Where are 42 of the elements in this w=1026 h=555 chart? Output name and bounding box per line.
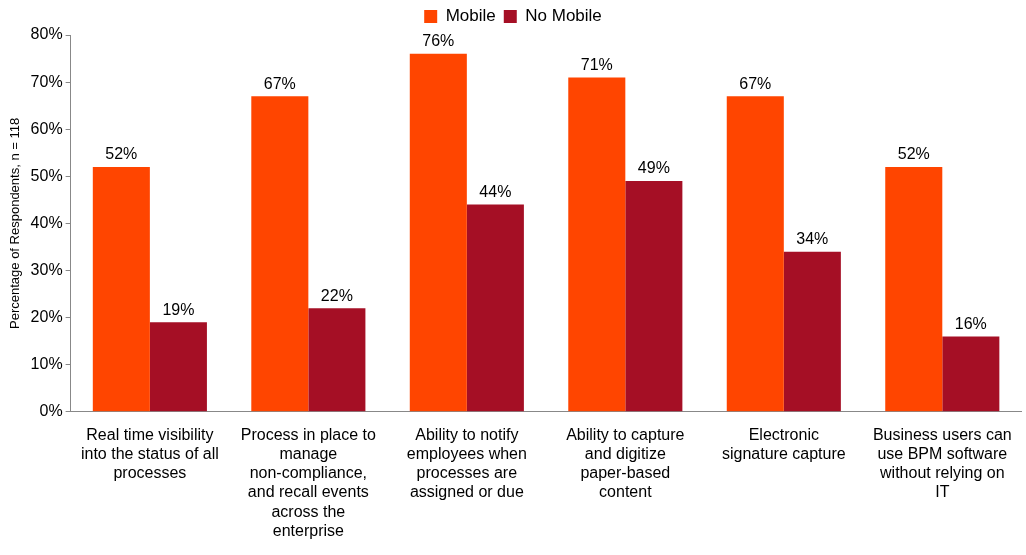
data-label: 52% — [105, 145, 138, 163]
data-label: 34% — [796, 230, 829, 248]
x-tick-label: Real time visibility into the status of all processes — [80, 425, 219, 482]
y-tick-label: 80% — [30, 25, 63, 43]
data-label: 49% — [637, 159, 670, 177]
y-tick-label: 50% — [30, 166, 63, 184]
x-tick-label: Business users can use BPM software without relying on IT — [872, 425, 1012, 501]
y-axis-title: Percentage of Respondents, n = 118 — [7, 117, 23, 329]
data-label: 76% — [422, 32, 455, 50]
bar — [466, 204, 524, 412]
y-tick-label: 10% — [30, 355, 63, 373]
y-tick-label: 20% — [30, 308, 63, 326]
data-label: 67% — [263, 74, 296, 92]
data-label: 67% — [739, 74, 772, 92]
bar — [568, 77, 626, 412]
bar — [783, 251, 841, 412]
data-label: 19% — [162, 300, 195, 318]
bar — [942, 336, 1000, 412]
data-label: 44% — [479, 182, 512, 200]
bar — [92, 166, 150, 412]
x-tick-label: Ability to notify employees when processes are assigned or due — [406, 425, 527, 501]
legend-label: No Mobile — [525, 6, 602, 26]
bar — [726, 96, 784, 412]
data-label: 22% — [320, 286, 353, 304]
bar — [308, 308, 366, 412]
bar — [885, 166, 943, 412]
y-tick-label: 40% — [30, 213, 63, 231]
x-tick-label: Ability to capture and digitize paper-based content — [566, 425, 685, 501]
y-tick-label: 30% — [30, 260, 63, 278]
bar — [149, 322, 207, 412]
data-label: 71% — [580, 55, 613, 73]
bar — [409, 53, 467, 412]
y-tick-label: 0% — [39, 402, 63, 420]
bar — [625, 181, 683, 412]
data-label: 16% — [954, 314, 987, 332]
data-label: 52% — [897, 145, 930, 163]
y-tick-label: 60% — [30, 119, 63, 137]
legend-label: Mobile — [445, 6, 496, 26]
x-tick-label: Process in place to manage non-compliance, and recall events across the enterprise — [240, 425, 377, 539]
y-tick-label: 70% — [30, 72, 63, 90]
x-tick-label: Electronic signature capture — [721, 425, 846, 463]
bar — [251, 96, 309, 412]
